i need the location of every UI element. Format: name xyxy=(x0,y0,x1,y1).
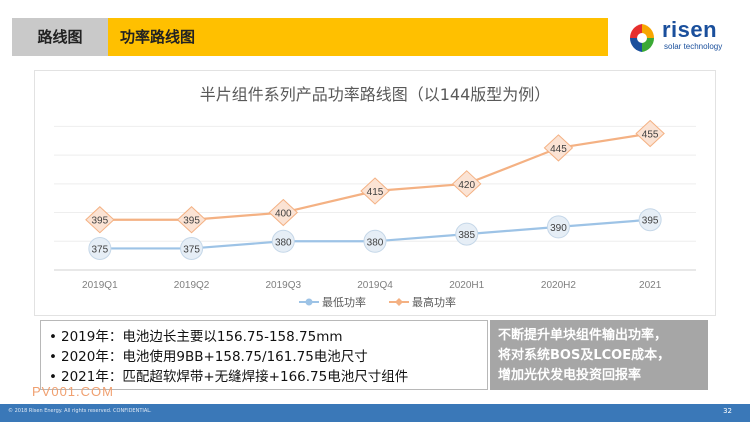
data-label: 375 xyxy=(92,244,109,255)
callout-line-1: 不断提升单块组件输出功率， xyxy=(498,328,668,343)
max-power-marker xyxy=(635,119,665,148)
chart-frame xyxy=(34,70,716,316)
chart-title: 半片组件系列产品功率路线图（以144版型为例） xyxy=(200,85,551,104)
max-power-marker xyxy=(360,177,390,205)
max-power-marker xyxy=(268,198,299,227)
min-power-marker xyxy=(546,215,570,239)
max-power-marker xyxy=(85,206,115,234)
x-tick-label: 2019Q4 xyxy=(357,280,393,291)
data-label: 385 xyxy=(458,230,475,241)
data-label: 375 xyxy=(183,244,200,255)
footer-copyright: © 2018 Risen Energy. All rights reserved… xyxy=(8,408,152,414)
data-label: 395 xyxy=(642,216,659,227)
data-label: 455 xyxy=(642,130,659,141)
callout-line-3: 增加光伏发电投资回报率 xyxy=(498,368,642,383)
page-title: 功率路线图 xyxy=(120,28,196,46)
legend-marker xyxy=(305,298,313,306)
max-power-marker xyxy=(176,206,207,234)
x-tick-label: 2021 xyxy=(639,280,662,291)
x-tick-label: 2019Q3 xyxy=(265,280,301,291)
data-label: 390 xyxy=(550,223,567,234)
legend-label: 最高功率 xyxy=(412,295,456,309)
data-label: 380 xyxy=(367,237,384,248)
logo-subtitle: solar technology xyxy=(664,42,723,51)
legend-label: 最低功率 xyxy=(322,295,366,309)
data-label: 395 xyxy=(92,216,109,227)
power-roadmap-chart: 半片组件系列产品功率路线图（以144版型为例） 375 375 380 380 385 3… xyxy=(54,85,696,309)
callout-line-2: 将对系统BOS及LCOE成本， xyxy=(498,348,671,363)
data-label: 415 xyxy=(367,187,384,198)
x-tick-label: 2020H1 xyxy=(449,280,484,291)
data-label: 420 xyxy=(458,180,475,191)
min-power-marker xyxy=(638,208,662,232)
note-2019: 2019年：电池边长主要以156.75-158.75mm xyxy=(49,327,487,347)
min-power-marker xyxy=(455,222,479,246)
max-power-marker xyxy=(543,134,574,162)
x-tick-label: 2019Q1 xyxy=(82,280,118,291)
footer-bar xyxy=(0,404,750,422)
min-power-marker xyxy=(363,229,387,253)
risen-logo-icon xyxy=(629,24,655,52)
logo-wordmark: risen xyxy=(662,17,718,42)
header-title-bar xyxy=(108,18,608,56)
data-label: 400 xyxy=(275,209,292,220)
header-tag: 路线图 xyxy=(37,28,83,46)
min-power-marker xyxy=(88,236,112,260)
page-number: 32 xyxy=(723,407,732,415)
min-power-marker xyxy=(180,236,204,260)
watermark: PV001.COM xyxy=(32,384,114,399)
note-2021: 2021年：匹配超软焊带+无缝焊接+166.75电池尺寸组件 xyxy=(49,367,487,387)
x-tick-label: 2020H2 xyxy=(541,280,576,291)
header-tag-background xyxy=(12,18,108,56)
max-power-marker xyxy=(451,170,482,198)
data-label: 395 xyxy=(183,216,200,227)
data-label: 445 xyxy=(550,144,567,155)
note-2020: 2020年：电池使用9BB+158.75/161.75电池尺寸 xyxy=(49,347,487,367)
legend-marker xyxy=(395,298,403,306)
min-power-marker xyxy=(271,229,295,253)
callout-box: 不断提升单块组件输出功率， 将对系统BOS及LCOE成本， 增加光伏发电投资回报… xyxy=(490,320,708,390)
x-tick-label: 2019Q2 xyxy=(174,280,210,291)
notes-box: 2019年：电池边长主要以156.75-158.75mm 2020年：电池使用9… xyxy=(40,320,488,390)
data-label: 380 xyxy=(275,237,292,248)
